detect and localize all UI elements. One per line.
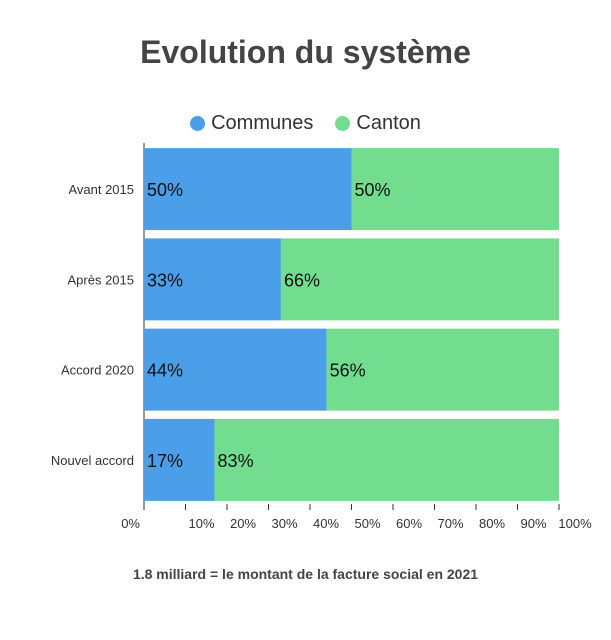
bar-communes-0 bbox=[144, 148, 352, 231]
data-label-canton-2: 56% bbox=[330, 361, 366, 381]
x-tick-label-9: 90% bbox=[520, 516, 546, 531]
x-tick-label-10: 100% bbox=[558, 516, 592, 531]
category-label-3: Nouvel accord bbox=[51, 453, 134, 468]
data-label-canton-1: 66% bbox=[284, 270, 320, 290]
x-tick-label-8: 80% bbox=[479, 516, 505, 531]
x-tick-label-5: 50% bbox=[354, 516, 380, 531]
bar-communes-3 bbox=[144, 418, 215, 501]
data-label-communes-1: 33% bbox=[147, 270, 183, 290]
bar-communes-1 bbox=[144, 238, 281, 321]
chart-caption: 1.8 milliard = le montant de la facture … bbox=[132, 566, 479, 582]
bar-remainder-1 bbox=[554, 238, 559, 321]
x-tick-label-1: 10% bbox=[188, 516, 214, 531]
x-tick-label-7: 70% bbox=[437, 516, 463, 531]
category-label-1: Après 2015 bbox=[68, 272, 135, 287]
data-label-communes-0: 50% bbox=[147, 180, 183, 200]
data-label-communes-2: 44% bbox=[147, 361, 183, 381]
x-tick-label-0: 0% bbox=[121, 516, 140, 531]
bar-canton-1 bbox=[280, 238, 555, 321]
legend-label-communes: Communes bbox=[211, 112, 314, 134]
legend-marker-communes bbox=[190, 116, 206, 131]
bar-canton-2 bbox=[326, 328, 559, 411]
x-tick-label-2: 20% bbox=[230, 516, 256, 531]
legend: Communes Canton bbox=[0, 112, 611, 135]
category-label-0: Avant 2015 bbox=[68, 182, 134, 197]
data-label-canton-3: 83% bbox=[218, 451, 254, 471]
legend-label-canton: Canton bbox=[356, 112, 421, 134]
bar-canton-3 bbox=[214, 418, 560, 501]
data-label-canton-0: 50% bbox=[355, 180, 391, 200]
chart-title: Evolution du système bbox=[140, 34, 471, 70]
data-label-communes-3: 17% bbox=[147, 451, 183, 471]
legend-marker-canton bbox=[335, 116, 351, 131]
x-tick-label-3: 30% bbox=[271, 516, 297, 531]
legend-item-canton[interactable]: Canton bbox=[335, 112, 421, 135]
x-tick-label-6: 60% bbox=[396, 516, 422, 531]
legend-item-communes[interactable]: Communes bbox=[190, 112, 313, 135]
bar-communes-2 bbox=[144, 328, 327, 411]
bar-canton-0 bbox=[351, 148, 559, 231]
x-tick-label-4: 40% bbox=[313, 516, 339, 531]
category-label-2: Accord 2020 bbox=[61, 363, 134, 378]
